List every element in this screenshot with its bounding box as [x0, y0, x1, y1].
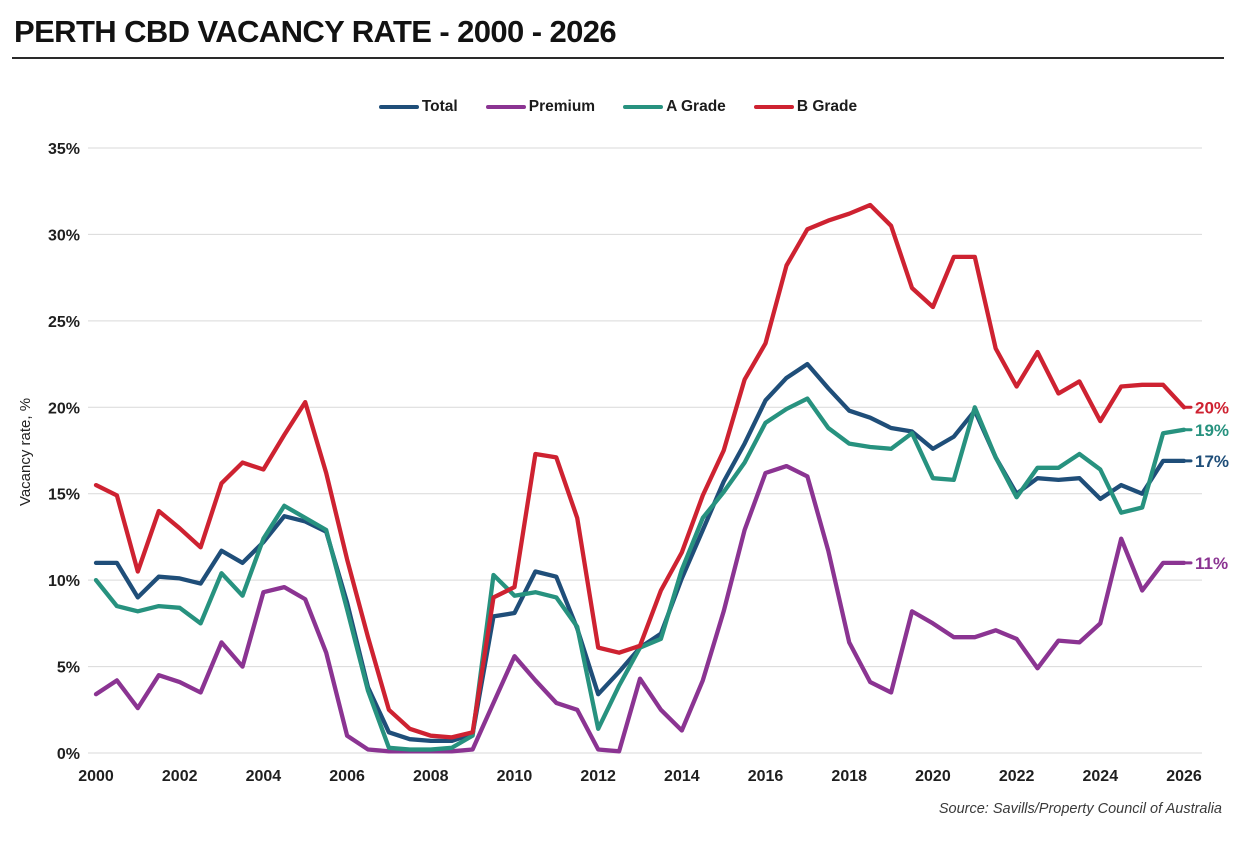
x-tick-label: 2008: [413, 768, 449, 785]
x-tick-label: 2016: [748, 768, 784, 785]
title-underline: [12, 57, 1224, 59]
series-line-a-grade: [93, 396, 1187, 752]
legend-swatch-icon: [623, 105, 664, 109]
legend-item-premium: Premium: [485, 98, 596, 116]
x-tick-label: 2018: [831, 768, 867, 785]
y-tick-label: 20%: [48, 400, 80, 417]
series-end-label-premium: 11%: [1195, 554, 1228, 573]
legend-label: A Grade: [666, 98, 726, 115]
legend-swatch-icon: [485, 105, 526, 109]
x-tick-label: 2000: [78, 768, 114, 785]
x-tick-label: 2022: [999, 768, 1035, 785]
x-tick-label: 2024: [1083, 768, 1119, 785]
y-tick-label: 5%: [57, 660, 80, 677]
series-end-label-b-grade: 20%: [1195, 398, 1229, 417]
x-tick-label: 2010: [497, 768, 533, 785]
legend: Total Premium A Grade B Grade: [0, 96, 1236, 118]
x-tick-label: 2014: [664, 768, 700, 785]
legend-item-a-grade: A Grade: [623, 98, 726, 116]
legend-swatch-icon: [378, 105, 419, 109]
x-tick-label: 2026: [1166, 768, 1202, 785]
series-line-b-grade: [93, 202, 1187, 740]
series-end-label-a-grade: 19%: [1195, 421, 1229, 440]
x-tick-label: 2012: [580, 768, 616, 785]
y-tick-label: 35%: [48, 141, 80, 158]
legend-label: B Grade: [796, 98, 858, 115]
legend-swatch-icon: [753, 105, 794, 109]
page-title: PERTH CBD VACANCY RATE - 2000 - 2026: [14, 14, 617, 49]
series-line-premium: [93, 463, 1187, 754]
y-tick-label: 15%: [48, 487, 80, 504]
x-tick-label: 2004: [246, 768, 282, 785]
legend-item-b-grade: B Grade: [753, 98, 858, 116]
y-tick-label: 0%: [57, 746, 80, 763]
x-tick-label: 2006: [329, 768, 365, 785]
legend-item-total: Total: [378, 98, 458, 116]
y-tick-label: 30%: [48, 227, 80, 244]
y-tick-label: 25%: [48, 314, 80, 331]
legend-label: Total: [421, 98, 458, 115]
y-axis-title: Vacancy rate, %: [17, 398, 34, 506]
y-tick-label: 10%: [48, 573, 80, 590]
series-end-label-total: 17%: [1195, 452, 1229, 471]
legend-label: Premium: [528, 98, 596, 115]
x-tick-label: 2002: [162, 768, 198, 785]
source-attribution: Source: Savills/Property Council of Aust…: [938, 801, 1222, 817]
x-tick-label: 2020: [915, 768, 951, 785]
